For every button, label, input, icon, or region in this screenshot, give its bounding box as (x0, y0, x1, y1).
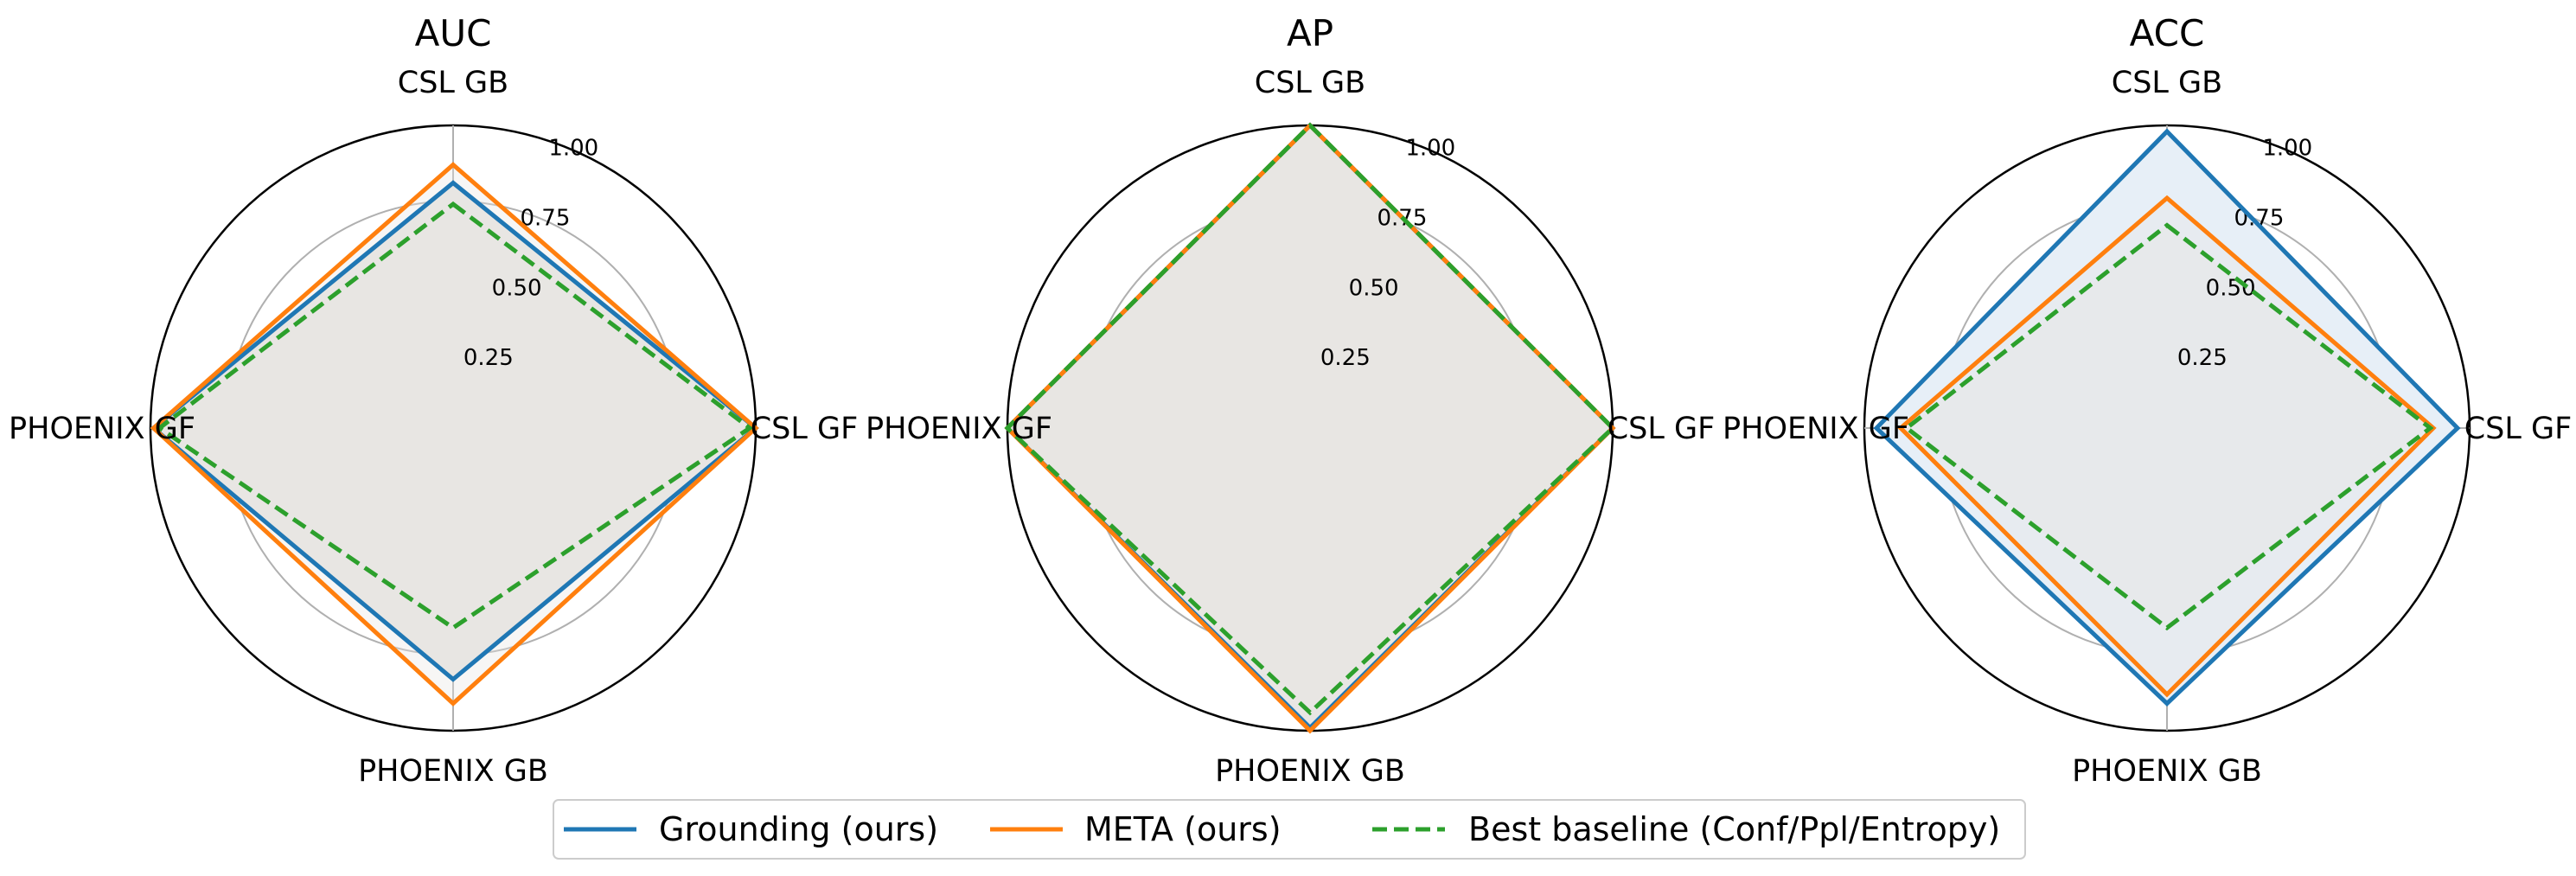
fill-meta-ours (1901, 198, 2433, 694)
tick-label-0-50: 0.50 (1349, 275, 1399, 301)
axis-label-phoenix-gb: PHOENIX GB (358, 754, 548, 789)
legend-label-baseline: Best baseline (Conf/Ppl/Entropy) (1468, 810, 2000, 848)
fill-best-baseline-conf-ppl-entropy (159, 204, 750, 628)
axis-label-phoenix-gf: PHOENIX GF (1723, 412, 1909, 446)
series-line-best-baseline-conf-ppl-entropy-ap (1004, 122, 1616, 716)
series-line-best-baseline-conf-ppl-entropy-acc (1902, 222, 2434, 631)
tick-label-1-00: 1.00 (2262, 136, 2312, 162)
tick-label-1-00: 1.00 (1405, 136, 1455, 162)
axis-label-csl-gb: CSL GB (2112, 66, 2222, 100)
legend: Grounding (ours) META (ours) Best baseli… (553, 799, 2026, 860)
series-line-meta-ours-acc (1897, 195, 2437, 698)
tick-label-0-25: 0.25 (463, 345, 514, 371)
axis-label-phoenix-gf: PHOENIX GF (9, 412, 195, 446)
axis-label-phoenix-gf: PHOENIX GF (866, 412, 1052, 446)
tick-label-1-00: 1.00 (548, 136, 598, 162)
axis-label-csl-gf: CSL GF (1608, 412, 1716, 446)
axis-label-csl-gf: CSL GF (2464, 412, 2573, 446)
axis-label-phoenix-gb: PHOENIX GB (1215, 754, 1405, 789)
series-line-best-baseline-conf-ppl-entropy-auc (156, 201, 754, 631)
tick-label-0-50: 0.50 (492, 275, 542, 301)
legend-label-meta: META (ours) (1084, 810, 1282, 848)
legend-label-grounding: Grounding (ours) (659, 810, 938, 848)
series-line-meta-ours-auc (150, 162, 759, 707)
fill-grounding-ours (1876, 131, 2458, 704)
panel-title-acc: ACC (2130, 12, 2205, 54)
tick-label-0-75: 0.75 (521, 205, 571, 231)
tick-label-0-50: 0.50 (2206, 275, 2256, 301)
panel-title-ap: AP (1287, 12, 1333, 54)
axis-label-csl-gf: CSL GF (751, 412, 859, 446)
axis-label-csl-gb: CSL GB (1255, 66, 1365, 100)
tick-label-0-25: 0.25 (2177, 345, 2228, 371)
fill-best-baseline-conf-ppl-entropy (1907, 225, 2431, 628)
series-line-grounding-ours-acc (1873, 128, 2461, 707)
axis-label-phoenix-gb: PHOENIX GB (2072, 754, 2262, 789)
fill-best-baseline-conf-ppl-entropy (1007, 125, 1613, 713)
panel-title-auc: AUC (415, 12, 492, 54)
series-line-grounding-ours-auc (150, 180, 759, 682)
legend-frame (553, 799, 2026, 860)
tick-label-0-25: 0.25 (1320, 345, 1371, 371)
radar-panel-auc: AUC 0.25 0.50 0.75 1.00 CSL GB CSL GF PHOENIX G… (9, 12, 858, 789)
axis-label-csl-gb: CSL GB (398, 66, 508, 100)
